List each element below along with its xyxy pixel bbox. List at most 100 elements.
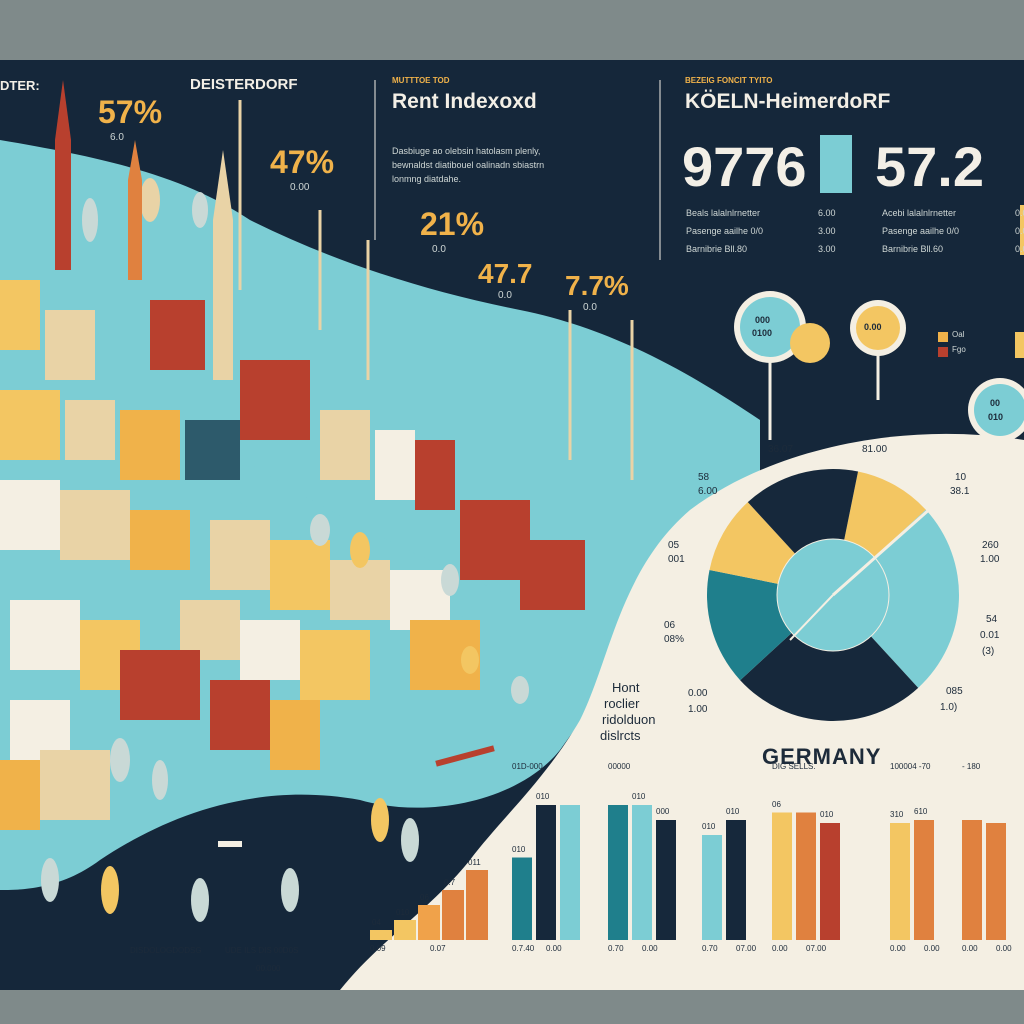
- district-title-1: DEISTERDORF: [190, 76, 298, 93]
- small-bar-label: 06: [420, 893, 429, 902]
- pie-label: 001: [668, 554, 685, 565]
- kpi-code: 0.00: [1015, 208, 1024, 218]
- pie-label: 81.00: [862, 444, 888, 455]
- pie-label: 36.07: [768, 444, 794, 455]
- bar-value-label: 010: [702, 822, 716, 831]
- kpi-line: Barnibrie Bll.60: [882, 244, 944, 254]
- pie-label: 085: [946, 686, 963, 697]
- bar-axis-label: 0.00: [772, 944, 788, 953]
- bar-value-label: 010: [820, 810, 834, 819]
- bar-axis-label: 0.7.40: [512, 944, 535, 953]
- kpi-line: Pasenge aailhe 0/0: [686, 226, 764, 236]
- map-stat-value: 47.7: [478, 258, 533, 289]
- bar-value-label: 610: [914, 807, 928, 816]
- pie-label: 1.0): [940, 702, 958, 713]
- rent-kicker: MUTTTOE TOD: [392, 76, 450, 85]
- kpi-block-2: [1020, 205, 1024, 255]
- pie-label: 06: [664, 620, 676, 631]
- small-bar: [466, 870, 488, 940]
- kpi-line: Pasenge aailhe 0/0: [882, 226, 960, 236]
- pie-label: 260: [982, 540, 999, 551]
- mini-legend-label: Oal: [952, 330, 965, 339]
- bubble-label: 0100: [752, 328, 773, 338]
- kpi-line: Acebi lalalnlrnetter: [882, 208, 957, 218]
- mini-legend-swatch-3: [1015, 332, 1024, 358]
- bar-group-header: 00000: [608, 762, 631, 771]
- bar-axis-label: 07.00: [806, 944, 827, 953]
- country-title: GERMANY: [762, 744, 882, 769]
- mini-legend-swatch-1: [938, 332, 948, 342]
- bubble-pins: [734, 291, 1024, 500]
- kpi-line: Barnibrie Bll.80: [686, 244, 748, 254]
- map-illustration: [0, 80, 1024, 990]
- bar-value-label: 010: [536, 792, 550, 801]
- bar-value-label: 010: [512, 844, 526, 854]
- bar: [962, 820, 982, 940]
- kpi-code: 0.00: [1015, 244, 1024, 254]
- pie-label: 0.00: [688, 688, 708, 699]
- bubble-label: 0.00: [864, 322, 882, 332]
- bar-value-label: 310: [890, 810, 904, 819]
- bubble-label: 00: [990, 398, 1001, 408]
- bar: [914, 820, 934, 940]
- kpi-code: 0.00: [1015, 226, 1024, 236]
- small-bar: [370, 930, 392, 940]
- header-left-label: DTER:: [0, 78, 40, 93]
- small-bar-chart: [370, 870, 488, 940]
- small-bar-label: 04: [372, 918, 381, 927]
- bar-axis-label: 0.00: [890, 944, 906, 953]
- bar-axis-label: 0.00: [962, 944, 978, 953]
- mini-legend-swatch-2: [938, 347, 948, 357]
- bar-value-label: 010: [632, 792, 646, 801]
- rent-desc-line-1: Dasbiuge ao olebsin hatolasm plenly,: [392, 146, 541, 156]
- map-stat-note: 0.0: [432, 244, 446, 255]
- bar: [986, 823, 1006, 940]
- legend-line: roclier: [604, 696, 640, 711]
- bar: [890, 823, 910, 940]
- map-stat-value: 47%: [270, 144, 335, 180]
- spires: [55, 80, 233, 380]
- small-bar-label: 011: [468, 858, 481, 867]
- bar: [608, 805, 628, 940]
- bar-axis-label: 0.70: [608, 944, 624, 953]
- footer-left-label: DISDOLOGDODSG: [130, 946, 202, 955]
- footer-left-label: UDE ILS DIS 00D0S: [225, 946, 299, 955]
- pie-label: 38.1: [950, 486, 970, 497]
- trees: [41, 178, 529, 922]
- legend-line: dislrcts: [600, 728, 641, 743]
- map-stat-value: 57%: [98, 94, 163, 130]
- bar-value-label: 06: [772, 799, 781, 809]
- bar-group-header: 100004 -70: [890, 762, 931, 771]
- kpi-value: 9776: [682, 135, 807, 198]
- small-bar: [394, 920, 416, 940]
- pie-chart: [707, 469, 959, 722]
- map-stat-note: 6.0: [110, 132, 124, 143]
- pie-label: (3): [982, 646, 995, 657]
- pie-slice: [740, 595, 919, 722]
- bar-axis-label: 0.00: [642, 944, 658, 953]
- bar-group-header: 01D-000: [512, 762, 543, 771]
- kpi-code: 3.00: [818, 226, 836, 236]
- rent-index-title: Rent Indexoxd: [392, 90, 537, 113]
- map-stat-note: 0.0: [583, 302, 597, 313]
- bar-chart: [512, 805, 1006, 940]
- map-stat-note: 0.00: [290, 182, 310, 193]
- pie-label: 10: [955, 472, 967, 483]
- bar-group-header: - 180: [962, 762, 981, 771]
- buildings: [0, 280, 585, 830]
- pie-needle: [832, 498, 941, 597]
- district-kicker-2: BEZEIG FONCIT TYITO: [685, 76, 773, 85]
- bar: [656, 820, 676, 940]
- bar: [702, 835, 722, 940]
- rent-desc-line-3: lonmng diatdahe.: [392, 174, 462, 184]
- bar-axis-label: 0.00: [546, 944, 562, 953]
- bar-axis-label: 0.70: [702, 944, 718, 953]
- rent-desc-line-2: bewnaldst diatibouel oalinadn sbiastrn: [392, 160, 545, 170]
- bar: [560, 805, 580, 940]
- kpi-code: 6.00: [818, 208, 836, 218]
- bar: [772, 812, 792, 940]
- kpi-block-1: [820, 135, 852, 193]
- bar-value-label: 010: [726, 807, 740, 816]
- map-stat-value: 7.7%: [565, 270, 629, 301]
- pie-label: 0.01: [980, 630, 1000, 641]
